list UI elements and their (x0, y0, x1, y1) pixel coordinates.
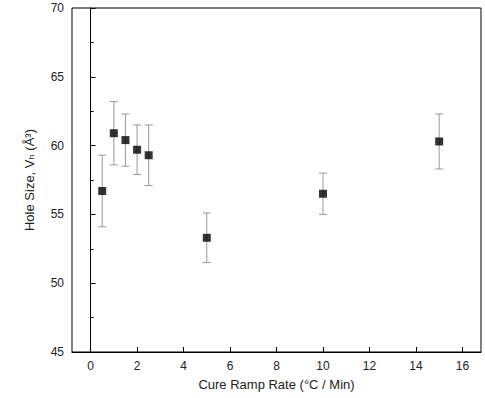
svg-text:14: 14 (409, 359, 423, 373)
svg-text:8: 8 (273, 359, 280, 373)
svg-text:45: 45 (51, 345, 65, 359)
svg-text:0: 0 (87, 359, 94, 373)
svg-text:55: 55 (51, 207, 65, 221)
svg-text:Hole Size, Vₕ (Å³): Hole Size, Vₕ (Å³) (22, 129, 37, 231)
svg-text:10: 10 (316, 359, 330, 373)
svg-text:50: 50 (51, 276, 65, 290)
svg-text:16: 16 (456, 359, 470, 373)
svg-text:12: 12 (363, 359, 377, 373)
svg-text:Cure Ramp Rate (°C / Min): Cure Ramp Rate (°C / Min) (198, 377, 354, 392)
svg-text:60: 60 (51, 139, 65, 153)
svg-text:65: 65 (51, 70, 65, 84)
svg-text:70: 70 (51, 1, 65, 15)
svg-text:4: 4 (180, 359, 187, 373)
svg-text:2: 2 (134, 359, 141, 373)
svg-text:6: 6 (227, 359, 234, 373)
